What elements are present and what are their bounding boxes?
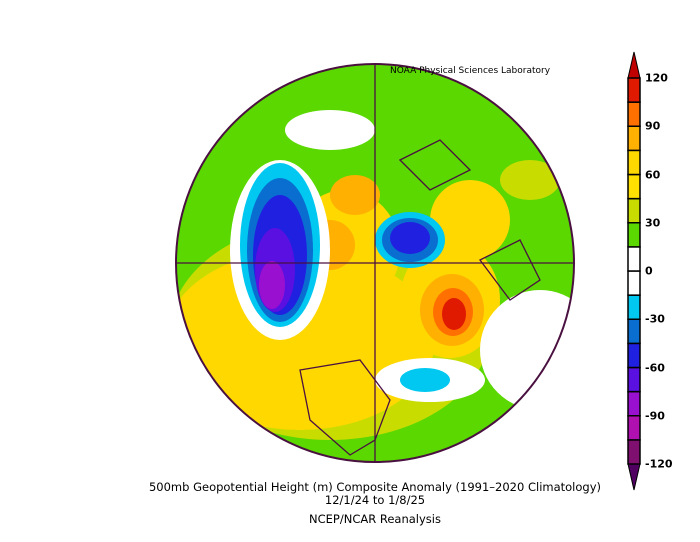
colorbar-tick-label: 120: [645, 71, 668, 85]
colorbar-swatch: [627, 246, 641, 272]
date-range: 12/1/24 to 1/8/25: [324, 493, 426, 507]
colorbar-swatch: [627, 173, 641, 200]
colorbar-tick-label: 30: [645, 216, 661, 230]
colorbar-swatch: [627, 222, 641, 248]
colorbar-swatch: [627, 125, 641, 152]
colorbar-swatch: [627, 77, 641, 103]
colorbar-tick-label: 0: [645, 264, 653, 278]
colorbar-swatch: [627, 366, 641, 393]
colorbar-swatch: [627, 270, 641, 296]
colorbar-tick-label: -90: [645, 409, 665, 423]
colorbar-swatch: [627, 294, 641, 320]
colorbar-swatch: [627, 318, 641, 345]
colorbar-swatch: [627, 197, 641, 224]
credit-label: NOAA Physical Sciences Laboratory: [390, 66, 551, 76]
colorbar: [627, 51, 641, 491]
figure-title: 500mb Geopotential Height (m) Composite …: [148, 480, 602, 494]
colorbar-tick-label: -60: [645, 361, 665, 374]
map-boundary: [175, 63, 575, 463]
colorbar-swatch: [627, 101, 641, 127]
colorbar-swatch: [627, 415, 641, 441]
colorbar-over-arrow: [627, 51, 641, 79]
colorbar-swatch: [627, 439, 641, 465]
colorbar-swatch: [627, 390, 641, 417]
anomaly-field: [176, 64, 574, 462]
data-source: NCEP/NCAR Reanalysis: [309, 512, 441, 526]
colorbar-tick-label: 60: [645, 168, 661, 181]
colorbar-swatch: [627, 342, 641, 369]
colorbar-swatch: [627, 149, 641, 176]
colorbar-tick-label: -120: [645, 457, 673, 471]
colorbar-tick-label: 90: [645, 119, 661, 133]
colorbar-tick-label: -30: [645, 312, 665, 326]
